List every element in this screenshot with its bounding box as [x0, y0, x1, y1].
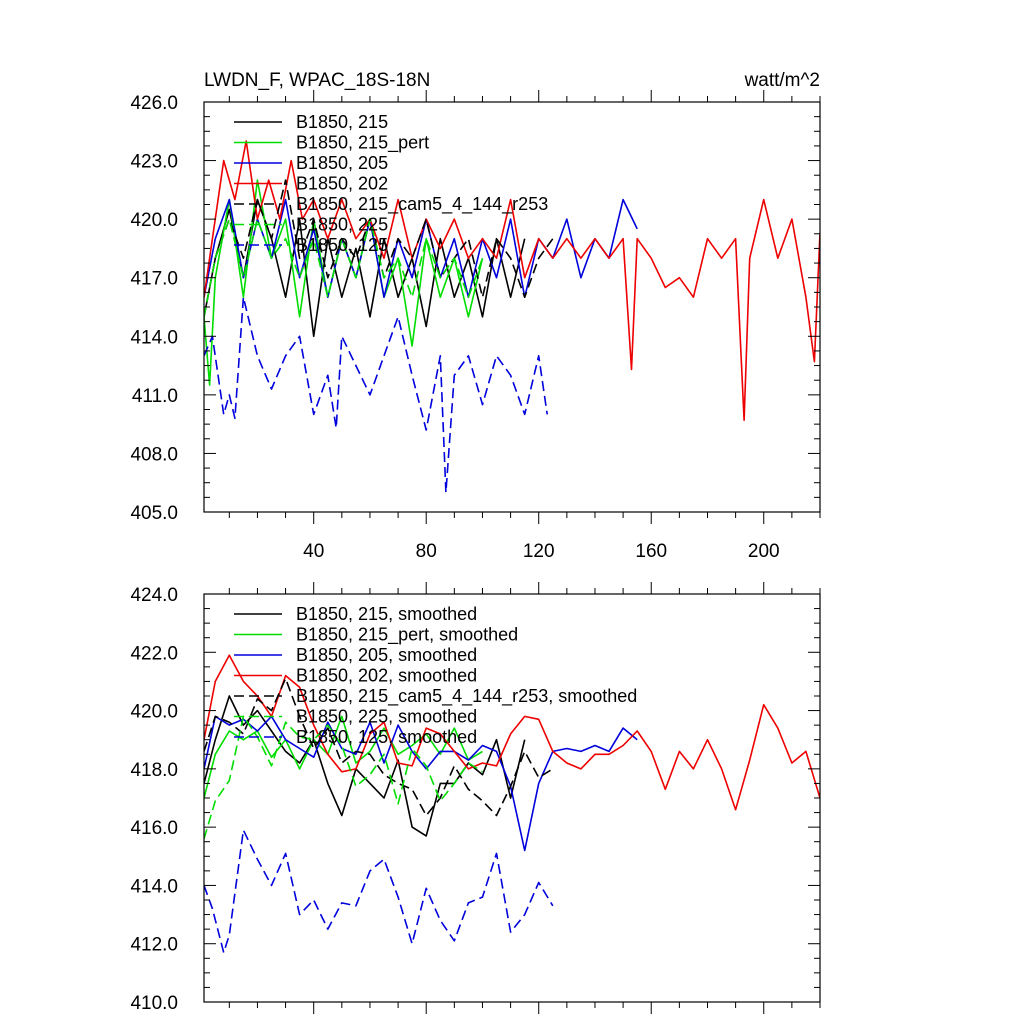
y-tick-label: 418.0 — [130, 760, 178, 781]
y-tick-label: 414.0 — [130, 876, 178, 897]
legend-label: B1850, 215 — [296, 112, 388, 132]
series-line-2 — [204, 715, 483, 799]
y-tick-label: 417.0 — [130, 269, 178, 290]
y-tick-label: 414.0 — [130, 327, 178, 348]
y-tick-label: 422.0 — [130, 643, 178, 664]
legend-label: B1850, 205 — [296, 153, 388, 173]
legend-label: B1850, 225 — [296, 215, 388, 235]
y-tick-label: 420.0 — [130, 210, 178, 231]
x-tick-label: 120 — [523, 541, 555, 562]
chart-title: LWDN_F, WPAC_18S-18N — [204, 70, 430, 91]
legend-label: B1850, 225, smoothed — [296, 707, 477, 727]
legend-label: B1850, 202, smoothed — [296, 666, 477, 686]
y-tick-label: 405.0 — [130, 503, 178, 524]
y-tick-label: 420.0 — [130, 702, 178, 723]
bottom-panel: 410.0 412.0 414.0 416.0 418.0 420.0 422.0 424.0… — [130, 582, 821, 1014]
legend-label: B1850, 125 — [296, 235, 388, 255]
series-line-6 — [204, 218, 484, 317]
y-tick-label: 424.0 — [130, 585, 178, 606]
y-tick-label: 411.0 — [132, 386, 178, 407]
series-line-6 — [204, 715, 483, 840]
y-tick-label: 416.0 — [130, 818, 178, 839]
units-label: watt/m^2 — [744, 70, 820, 91]
series-line-5 — [204, 677, 554, 817]
legend-label: B1850, 202 — [296, 174, 388, 194]
legend-label: B1850, 215_cam5_4_144_r253 — [296, 194, 548, 215]
y-tick-label: 426.0 — [130, 93, 178, 114]
legend-label: B1850, 215_pert — [296, 133, 429, 154]
series-line-7 — [204, 296, 548, 494]
x-tick-label: 40 — [303, 541, 324, 562]
y-tick-label: 408.0 — [130, 444, 178, 465]
y-tick-label: 423.0 — [130, 152, 178, 173]
legend-label: B1850, 215_cam5_4_144_r253, smoothed — [296, 686, 637, 707]
series-line-3 — [204, 715, 638, 852]
x-tick-label: 160 — [635, 541, 667, 562]
series-line-4 — [204, 140, 820, 422]
y-tick-label: 412.0 — [130, 935, 178, 956]
series-line-3 — [204, 198, 638, 299]
legend-label: B1850, 125, smoothed — [296, 727, 477, 747]
y-tick-label: 410.0 — [130, 993, 178, 1014]
legend-label: B1850, 215, smoothed — [296, 604, 477, 624]
series-line-4 — [204, 654, 820, 811]
legend-label: B1850, 215_pert, smoothed — [296, 625, 518, 646]
x-tick-label: 200 — [748, 541, 780, 562]
x-tick-label: 80 — [416, 541, 437, 562]
series-line-7 — [204, 829, 554, 954]
top-panel: 405.0 408.0 411.0 414.0 417.0 420.0 423.0 426.0… — [130, 90, 821, 562]
legend-label: B1850, 205, smoothed — [296, 645, 477, 665]
